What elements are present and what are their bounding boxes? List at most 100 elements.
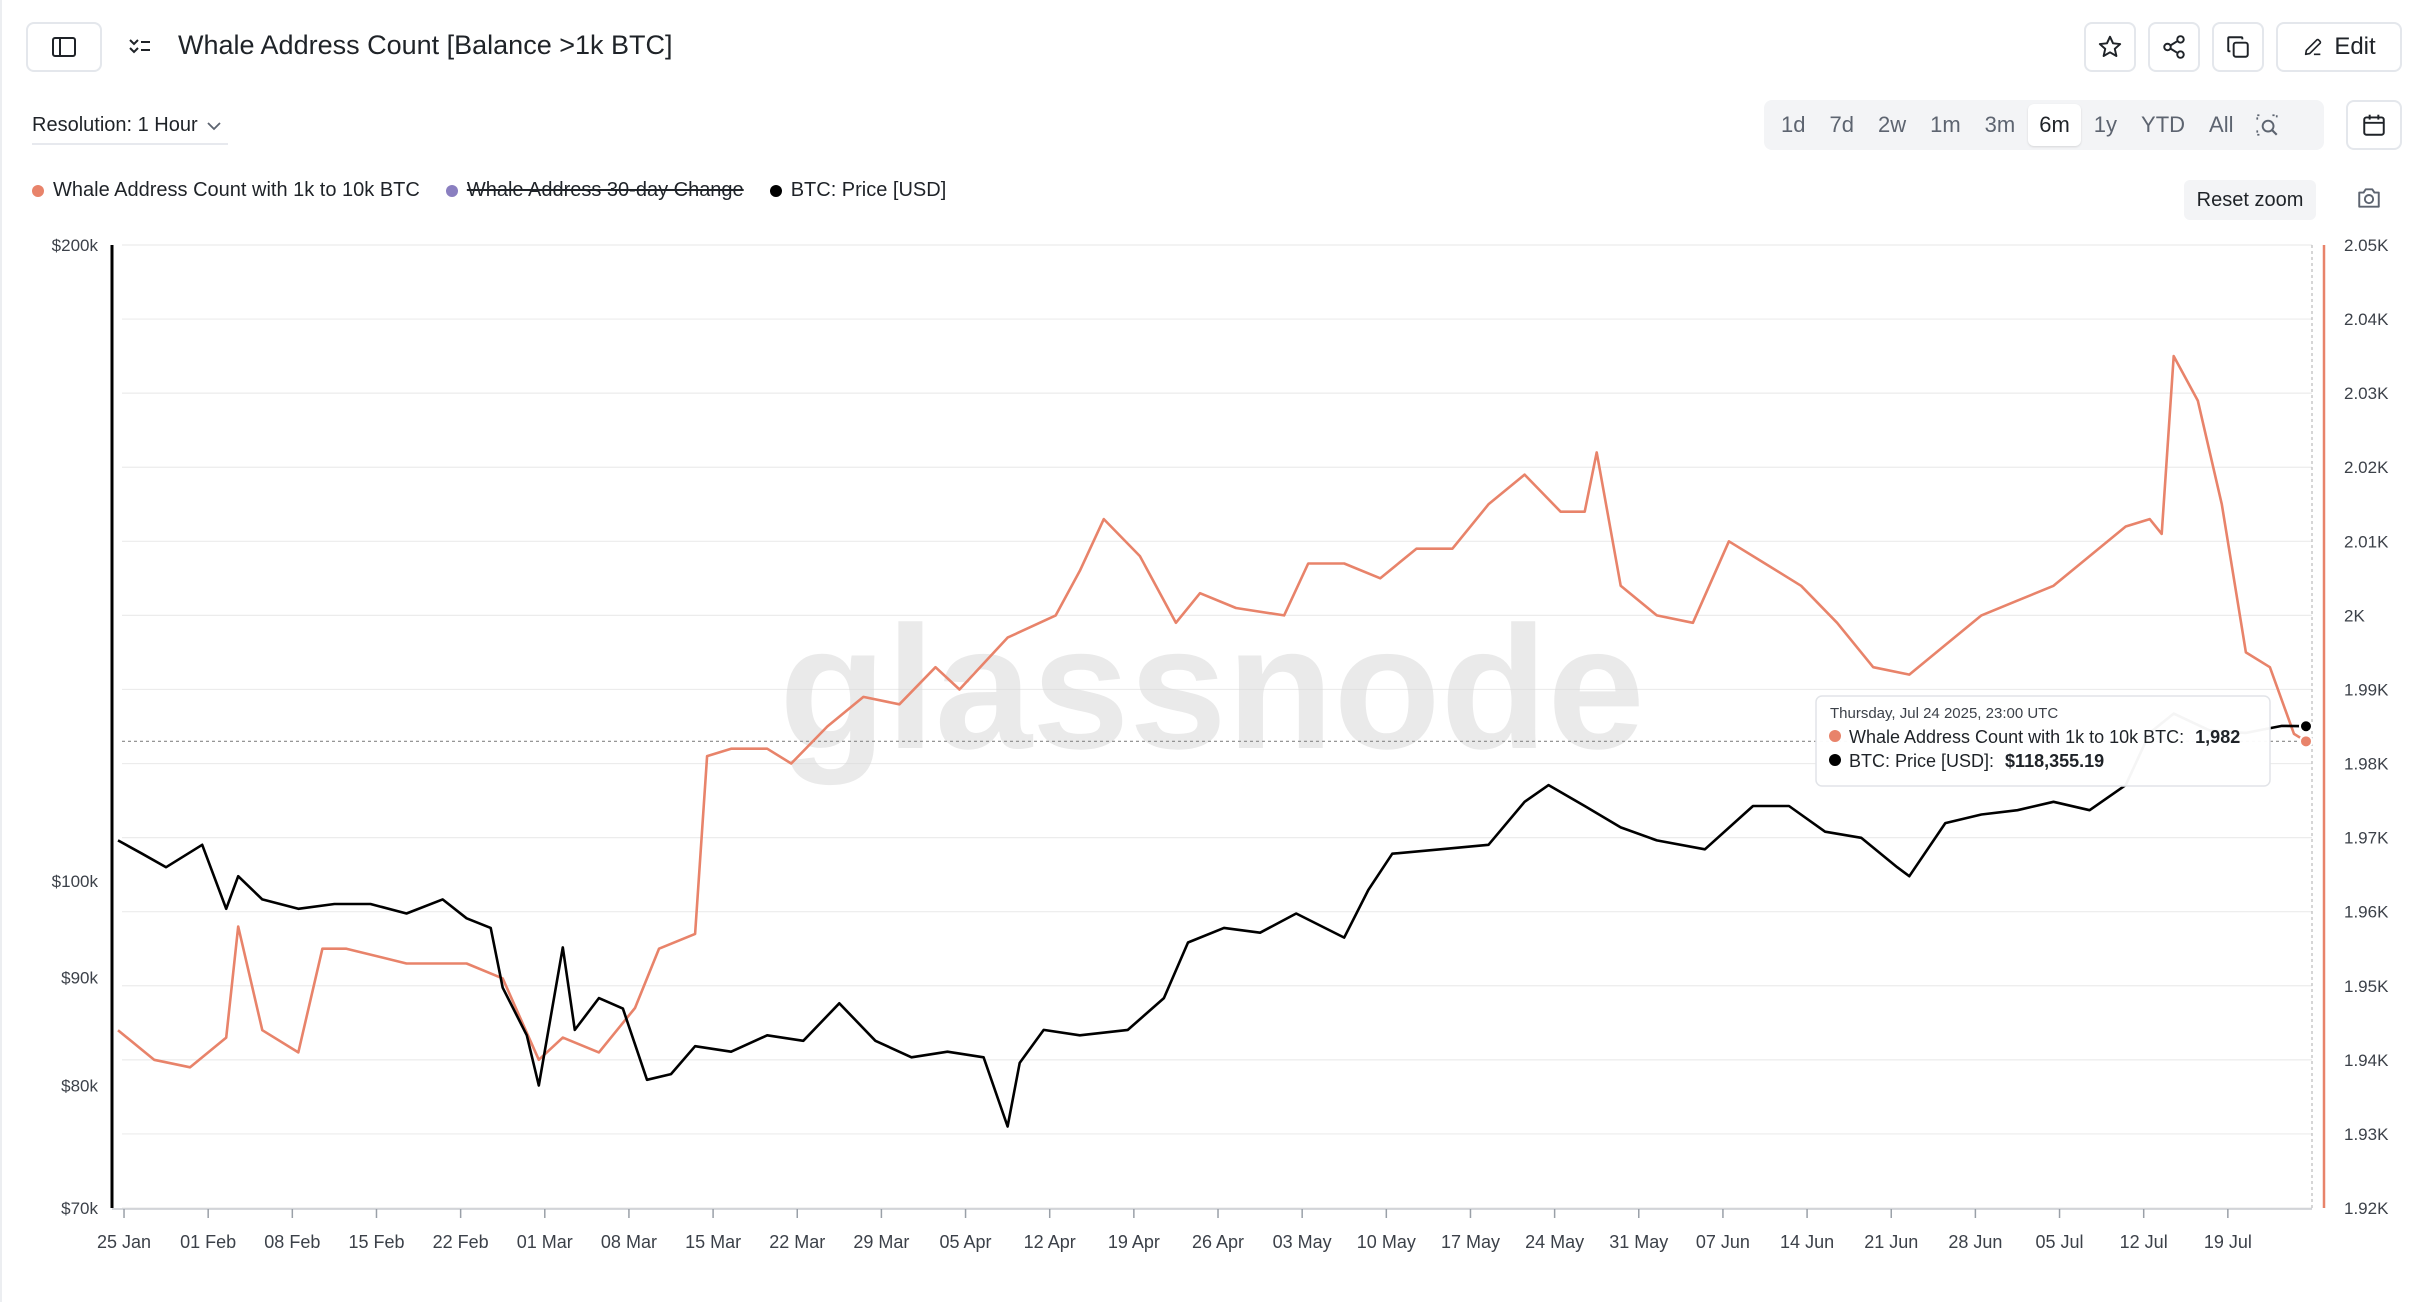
zoom-search-icon[interactable] [2246,106,2288,144]
y-left-tick-label: $90k [61,968,98,987]
x-tick-label: 29 Mar [853,1232,909,1252]
x-tick-label: 08 Feb [264,1232,320,1252]
svg-text:BTC: Price [USD]: $118,3: BTC: Price [USD]: $118,355.19 [1849,751,2104,771]
x-tick-label: 25 Jan [97,1232,151,1252]
tooltip-whale-label: Whale Address Count with 1k to 10k BTC: [1849,727,2184,747]
x-tick-label: 12 Jul [2120,1232,2168,1252]
x-tick-label: 01 Mar [517,1232,573,1252]
x-tick-label: 07 Jun [1696,1232,1750,1252]
y-right-tick-label: 1.93K [2344,1125,2389,1144]
x-tick-label: 22 Feb [433,1232,489,1252]
duplicate-button[interactable] [2212,22,2264,72]
pencil-icon [2305,38,2322,56]
camera-icon[interactable] [2356,186,2382,215]
x-tick-label: 15 Feb [348,1232,404,1252]
legend-label-price: BTC: Price [USD] [790,179,947,201]
tooltip-price-value: $118,355.19 [2005,751,2104,771]
filter-list-icon[interactable] [128,36,152,63]
x-tick-label: 05 Apr [940,1232,992,1252]
x-tick-label: 19 Apr [1108,1232,1160,1252]
legend-label-change: Whale Address 30-day Change [466,179,744,201]
tooltip-price-label: BTC: Price [USD]: [1849,751,1994,771]
x-tick-label: 05 Jul [2036,1232,2084,1252]
x-tick-label: 12 Apr [1024,1232,1076,1252]
resolution-select[interactable]: Resolution: 1 Hour [32,114,222,137]
y-right-tick-label: 2.01K [2344,532,2389,551]
share-icon [2163,35,2185,59]
edit-button-label: Edit [2334,33,2376,60]
range-1y[interactable]: 1y [2093,112,2118,137]
range-1d[interactable]: 1d [1781,112,1806,137]
y-left-tick-label: $80k [61,1077,98,1096]
price-hover-marker [2298,719,2313,734]
x-tick-label: 19 Jul [2204,1232,2252,1252]
y-left-tick-label: $70k [61,1199,98,1218]
reset-zoom-button[interactable]: Reset zoom [2184,180,2316,220]
whale-hover-marker [2298,734,2313,749]
sidebar-toggle-button[interactable] [26,22,102,72]
y-right-tick-label: 2.02K [2344,458,2389,477]
x-tick-label: 21 Jun [1864,1232,1918,1252]
whale-count-line [117,354,2307,1069]
copy-icon [2227,36,2249,58]
range-all[interactable]: All [2209,112,2234,137]
range-ytd[interactable]: YTD [2141,112,2186,137]
y-right-tick-label: 2.03K [2344,384,2389,403]
calendar-button[interactable] [2346,100,2402,150]
x-tick-label: 03 May [1273,1232,1332,1252]
y-axis-right: 2.05K 2.04K 2.03K 2.02K 2.01K 2K 1.99K 1.98K 1.9… [2311,236,2389,1218]
star-icon [2098,35,2122,57]
chevron-down-icon [207,121,221,130]
legend-item-30day-change[interactable]: Whale Address 30-day Change [445,179,744,202]
hover-tooltip: Thursday, Jul 24 2025, 23:00 UTC Whale A… [1815,695,2271,787]
share-button[interactable] [2148,22,2200,72]
svg-text:Whale Address Count with 1k to: Whale Address Count with 1k to 10k BTC: … [1849,727,2240,747]
edit-button[interactable]: Edit [2276,22,2402,72]
grid-lines [122,244,2312,1209]
resolution-label: Resolution: 1 Hour [32,114,198,136]
legend-label-whale: Whale Address Count with 1k to 10k BTC [53,179,420,201]
legend-item-btc-price[interactable]: BTC: Price [USD] [769,179,947,202]
legend-dot-price [769,184,782,197]
range-1m[interactable]: 1m [1930,112,1961,137]
x-tick-label: 28 Jun [1948,1232,2002,1252]
x-tick-label: 14 Jun [1780,1232,1834,1252]
x-tick-label: 26 Apr [1192,1232,1244,1252]
legend-dot-change [445,184,458,197]
x-tick-label: 01 Feb [180,1232,236,1252]
y-right-tick-label: 1.98K [2344,755,2389,774]
resolution-underline [32,143,228,145]
y-right-tick-label: 2K [2344,606,2365,625]
y-right-tick-label: 2.05K [2344,236,2389,255]
range-7d[interactable]: 7d [1829,112,1854,137]
favorite-button[interactable] [2084,22,2136,72]
y-right-tick-label: 1.97K [2344,829,2389,848]
x-tick-label: 17 May [1441,1232,1500,1252]
sidebar-toggle-icon [52,37,76,57]
y-right-tick-label: 2.04K [2344,310,2389,329]
range-6m[interactable]: 6m [2028,104,2081,146]
x-axis: 25 Jan 01 Feb 08 Feb 15 Feb 22 Feb 01 Mar 08 M… [97,1208,2312,1252]
x-tick-label: 15 Mar [685,1232,741,1252]
tooltip-whale-dot [1829,730,1841,742]
y-right-tick-label: 1.95K [2344,977,2389,996]
calendar-icon [2363,114,2385,136]
range-2w[interactable]: 2w [1877,112,1907,137]
chart-legend: Whale Address Count with 1k to 10k BTC W… [32,179,946,202]
range-3m[interactable]: 3m [1984,112,2016,137]
watermark: glassnode [779,591,1645,786]
legend-item-whale-count[interactable]: Whale Address Count with 1k to 10k BTC [32,179,420,202]
legend-dot-whale [32,184,44,197]
btc-price-line [117,712,2307,1128]
x-tick-label: 10 May [1357,1232,1416,1252]
y-axis-left: $200k $100k $90k $80k $70k [52,236,114,1218]
y-right-tick-label: 1.94K [2344,1051,2389,1070]
y-left-tick-label: $100k [52,872,99,891]
x-tick-label: 22 Mar [769,1232,825,1252]
x-tick-label: 24 May [1525,1232,1584,1252]
y-left-tick-label: $200k [52,236,99,255]
x-tick-label: 31 May [1609,1232,1668,1252]
tooltip-date: Thursday, Jul 24 2025, 23:00 UTC [1830,705,2058,722]
